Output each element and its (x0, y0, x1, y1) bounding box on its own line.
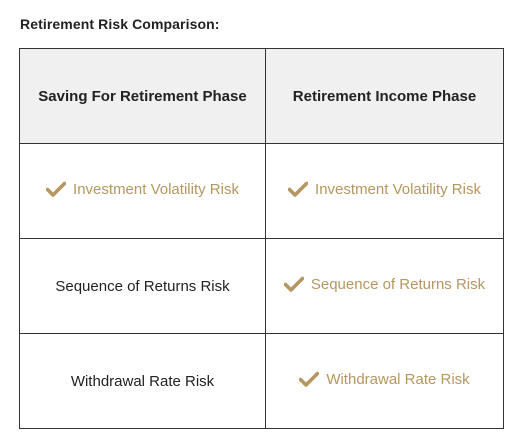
table-heading: Retirement Risk Comparison: (20, 16, 220, 32)
cell-saving-volatility: Investment Volatility Risk (19, 143, 266, 239)
cell-label: Withdrawal Rate Risk (70, 372, 215, 390)
cell-income-volatility: Investment Volatility Risk (265, 143, 504, 239)
table-row: Investment Volatility Risk Investment Vo… (19, 143, 504, 239)
checkmark-icon (288, 181, 309, 198)
checkmark-icon (299, 371, 320, 388)
column-header-income: Retirement Income Phase (265, 48, 504, 144)
column-header-saving: Saving For Retirement Phase (19, 48, 266, 144)
cell-label: Investment Volatility Risk (73, 180, 239, 198)
cell-label: Sequence of Returns Risk (55, 277, 230, 295)
table-row: Sequence of Returns Risk Sequence of Ret… (19, 238, 504, 334)
table-row: Withdrawal Rate Risk Withdrawal Rate Ris… (19, 333, 504, 429)
checkmark-icon (283, 276, 304, 293)
cell-label: Investment Volatility Risk (315, 180, 481, 198)
checkmark-icon (46, 181, 67, 198)
risk-comparison-table: Saving For Retirement Phase Retirement I… (19, 48, 504, 429)
cell-saving-withdrawal: Withdrawal Rate Risk (19, 333, 266, 429)
cell-income-withdrawal: Withdrawal Rate Risk (265, 333, 504, 429)
cell-saving-sequence: Sequence of Returns Risk (19, 238, 266, 334)
table-header-row: Saving For Retirement Phase Retirement I… (19, 48, 504, 144)
cell-label: Sequence of Returns Risk (310, 275, 486, 293)
cell-label: Withdrawal Rate Risk (326, 370, 470, 388)
cell-income-sequence: Sequence of Returns Risk (265, 238, 504, 334)
